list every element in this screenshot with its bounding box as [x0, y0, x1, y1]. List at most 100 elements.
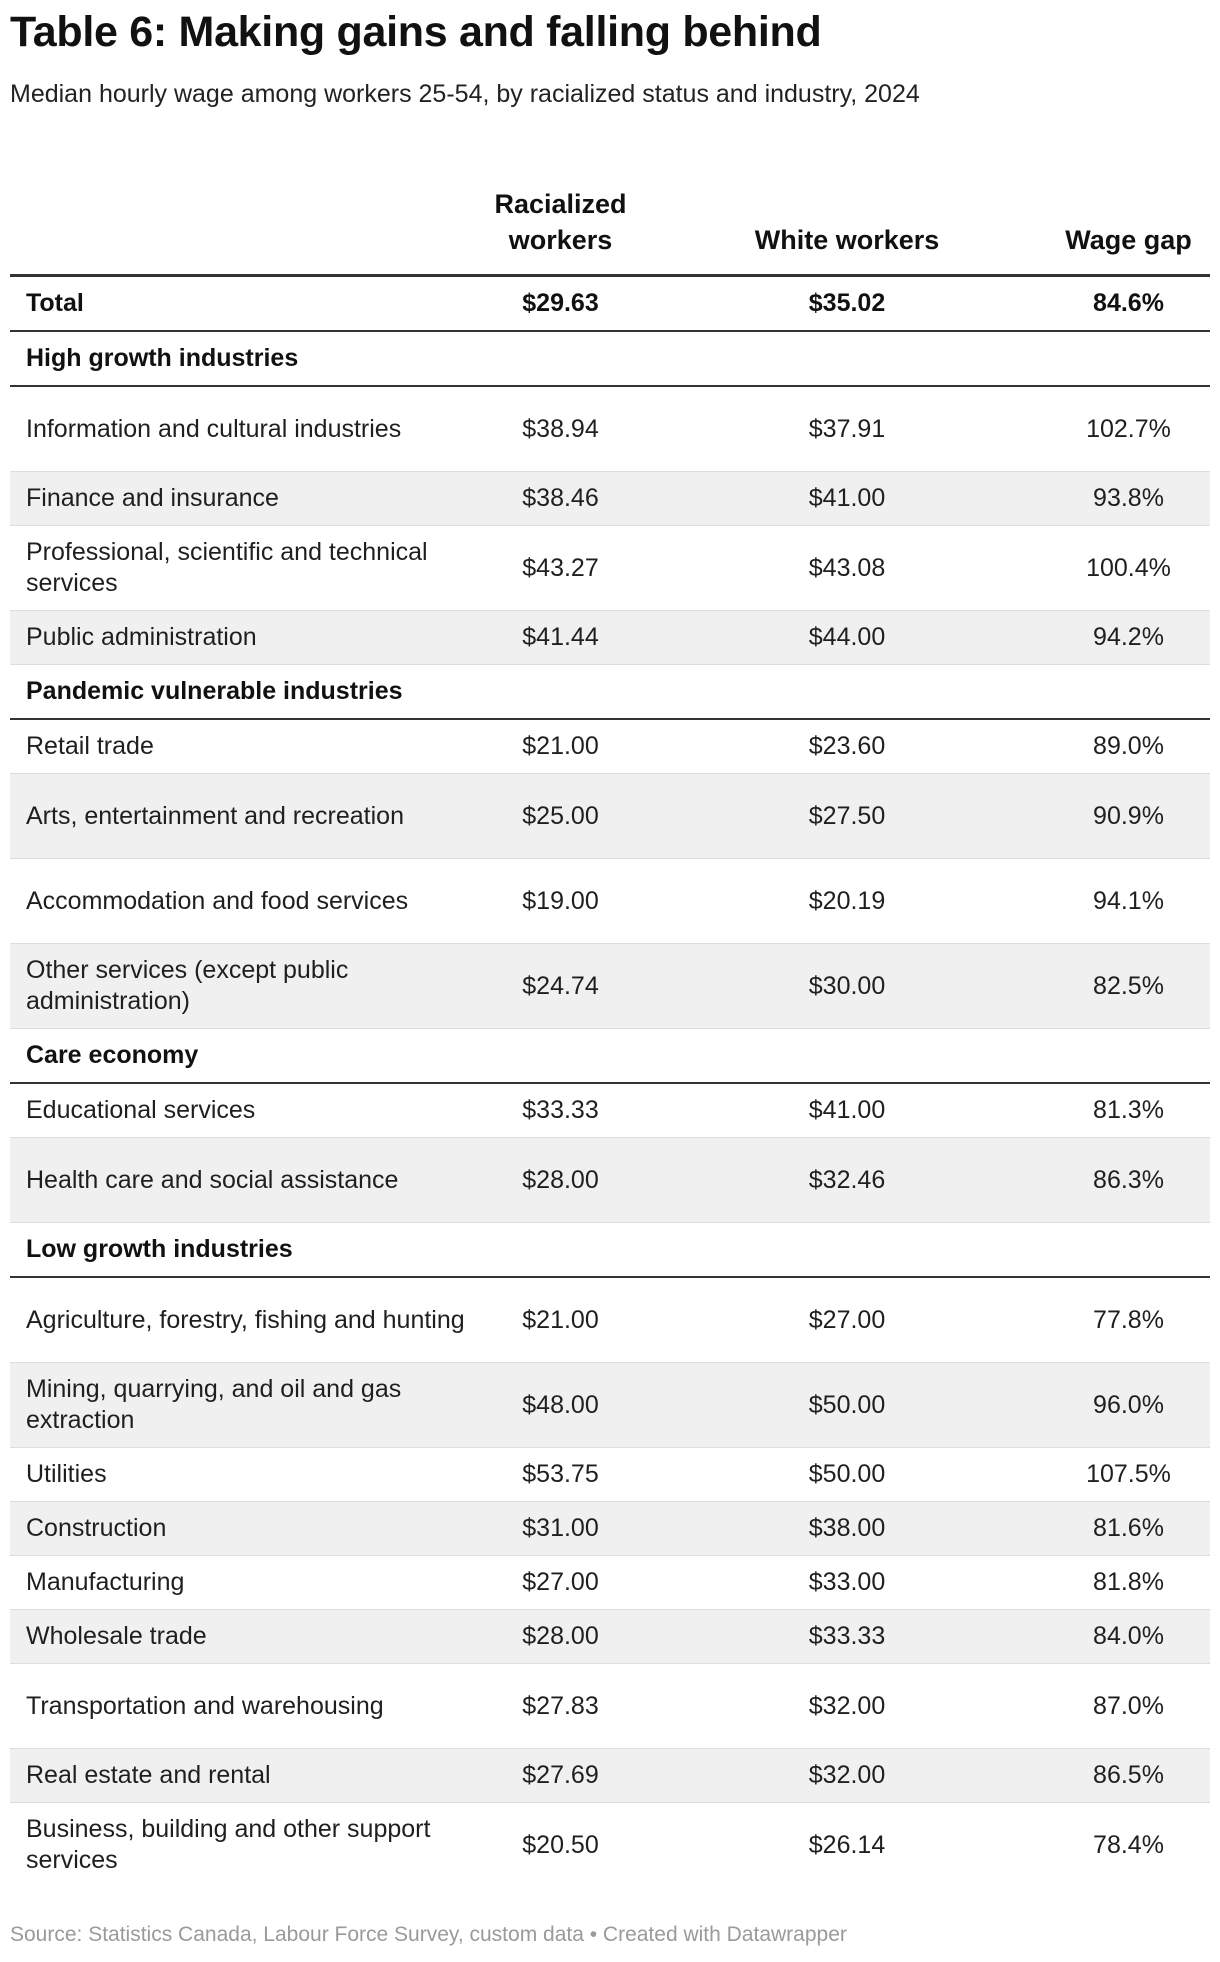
- table-row: Information and cultural industries $38.9…: [10, 386, 1210, 472]
- row-wage-gap: 93.8%: [1047, 471, 1210, 526]
- total-gap: 84.6%: [1047, 275, 1210, 332]
- row-racialized-wage: $53.75: [474, 1447, 647, 1502]
- section-row: Pandemic vulnerable industries: [10, 664, 1210, 720]
- row-label: Transportation and warehousing: [10, 1663, 474, 1749]
- row-wage-gap: 90.9%: [1047, 773, 1210, 859]
- row-white-wage: $27.50: [647, 773, 1047, 859]
- row-wage-gap: 84.0%: [1047, 1609, 1210, 1664]
- row-label: Public administration: [10, 610, 474, 665]
- row-wage-gap: 94.2%: [1047, 610, 1210, 665]
- row-racialized-wage: $43.27: [474, 525, 647, 611]
- row-racialized-wage: $27.69: [474, 1748, 647, 1803]
- wage-table: Racialized workers White workers Wage ga…: [10, 160, 1210, 1887]
- row-label: Business, building and other support ser…: [26, 1815, 431, 1874]
- row-wage-gap: 89.0%: [1047, 719, 1210, 774]
- row-white-wage: $50.00: [647, 1447, 1047, 1502]
- row-label: Manufacturing: [10, 1555, 474, 1610]
- table-row: Educational services $33.33 $41.00 81.3%: [10, 1083, 1210, 1138]
- table-row: Manufacturing $27.00 $33.00 81.8%: [10, 1555, 1210, 1610]
- total-row: Total $29.63 $35.02 84.6%: [10, 275, 1210, 332]
- row-racialized-wage: $27.00: [474, 1555, 647, 1610]
- table-row: Construction $31.00 $38.00 81.6%: [10, 1501, 1210, 1556]
- row-white-wage: $32.46: [647, 1137, 1047, 1223]
- source-note: Source: Statistics Canada, Labour Force …: [10, 1923, 847, 1946]
- row-racialized-wage: $19.00: [474, 858, 647, 944]
- section-row: Low growth industries: [10, 1222, 1210, 1278]
- row-white-wage: $44.00: [647, 610, 1047, 665]
- header-white: White workers: [647, 160, 1047, 277]
- row-racialized-wage: $33.33: [474, 1083, 647, 1138]
- row-white-wage: $32.00: [647, 1748, 1047, 1803]
- row-wage-gap: 81.8%: [1047, 1555, 1210, 1610]
- row-racialized-wage: $21.00: [474, 1277, 647, 1363]
- row-label: Mining, quarrying, and oil and gas extra…: [10, 1362, 474, 1448]
- row-racialized-wage: $25.00: [474, 773, 647, 859]
- row-label: Educational services: [10, 1083, 474, 1138]
- row-label: Accommodation and food services: [10, 858, 474, 944]
- row-label: Agriculture, forestry, fishing and hunti…: [10, 1277, 474, 1363]
- row-racialized-wage: $48.00: [474, 1362, 647, 1448]
- section-row: Care economy: [10, 1028, 1210, 1084]
- row-racialized-wage: $28.00: [474, 1609, 647, 1664]
- row-label: Real estate and rental: [10, 1748, 474, 1803]
- table-row: Utilities $53.75 $50.00 107.5%: [10, 1447, 1210, 1502]
- section-heading: Pandemic vulnerable industries: [10, 664, 1210, 720]
- section-heading: High growth industries: [10, 331, 1210, 387]
- row-racialized-wage: $38.46: [474, 471, 647, 526]
- header-label: [10, 160, 474, 277]
- total-white: $35.02: [647, 275, 1047, 332]
- total-label: Total: [10, 275, 474, 332]
- row-white-wage: $33.00: [647, 1555, 1047, 1610]
- table-body: Total $29.63 $35.02 84.6% High growth in…: [10, 275, 1210, 1888]
- table-row: Health care and social assistance $28.00 $…: [10, 1137, 1210, 1223]
- row-racialized-wage: $31.00: [474, 1501, 647, 1556]
- row-racialized-wage: $24.74: [474, 943, 647, 1029]
- header-racialized: Racialized workers: [474, 160, 647, 277]
- row-label: Information and cultural industries: [10, 386, 474, 472]
- row-racialized-wage: $27.83: [474, 1663, 647, 1749]
- row-white-wage: $33.33: [647, 1609, 1047, 1664]
- row-white-wage: $26.14: [808, 1830, 886, 1859]
- row-wage-gap: 81.6%: [1047, 1501, 1210, 1556]
- table-row: Real estate and rental $27.69 $32.00 86.5%: [10, 1748, 1210, 1803]
- row-wage-gap: 86.5%: [1047, 1748, 1210, 1803]
- row-wage-gap: 102.7%: [1047, 386, 1210, 472]
- row-label: Utilities: [10, 1447, 474, 1502]
- row-white-wage: $23.60: [647, 719, 1047, 774]
- row-white-wage: $43.08: [647, 525, 1047, 611]
- row-wage-gap: 82.5%: [1047, 943, 1210, 1029]
- row-white-wage: $41.00: [647, 471, 1047, 526]
- row-wage-gap: 100.4%: [1047, 525, 1210, 611]
- row-label: Construction: [10, 1501, 474, 1556]
- row-racialized-wage: $20.50: [522, 1830, 599, 1859]
- row-racialized-wage: $28.00: [474, 1137, 647, 1223]
- table-row: Public administration $41.44 $44.00 94.2%: [10, 610, 1210, 665]
- row-white-wage: $27.00: [647, 1277, 1047, 1363]
- row-label: Professional, scientific and technical s…: [10, 525, 474, 611]
- row-white-wage: $41.00: [647, 1083, 1047, 1138]
- table-row: Arts, entertainment and recreation $25.00…: [10, 773, 1210, 859]
- row-wage-gap: 81.3%: [1047, 1083, 1210, 1138]
- section-heading: Low growth industries: [10, 1222, 1210, 1278]
- row-wage-gap: 87.0%: [1047, 1663, 1210, 1749]
- row-label: Retail trade: [10, 719, 474, 774]
- row-wage-gap: 107.5%: [1047, 1447, 1210, 1502]
- row-racialized-wage: $21.00: [474, 719, 647, 774]
- table-row: Business, building and other support ser…: [10, 1803, 1210, 1888]
- row-wage-gap: 86.3%: [1047, 1137, 1210, 1223]
- row-racialized-wage: $41.44: [474, 610, 647, 665]
- section-heading: Care economy: [10, 1028, 1210, 1084]
- section-row: High growth industries: [10, 331, 1210, 387]
- table-row: Professional, scientific and technical s…: [10, 525, 1210, 611]
- row-label: Wholesale trade: [10, 1609, 474, 1664]
- table-row: Wholesale trade $28.00 $33.33 84.0%: [10, 1609, 1210, 1664]
- row-white-wage: $37.91: [647, 386, 1047, 472]
- row-white-wage: $50.00: [647, 1362, 1047, 1448]
- row-label: Finance and insurance: [10, 471, 474, 526]
- chart-subtitle: Median hourly wage among workers 25-54, …: [10, 80, 920, 108]
- row-label: Arts, entertainment and recreation: [10, 773, 474, 859]
- table-row: Accommodation and food services $19.00 $20…: [10, 858, 1210, 944]
- table-row: Other services (except public administra…: [10, 943, 1210, 1029]
- chart-title: Table 6: Making gains and falling behind: [10, 8, 822, 56]
- row-wage-gap: 94.1%: [1047, 858, 1210, 944]
